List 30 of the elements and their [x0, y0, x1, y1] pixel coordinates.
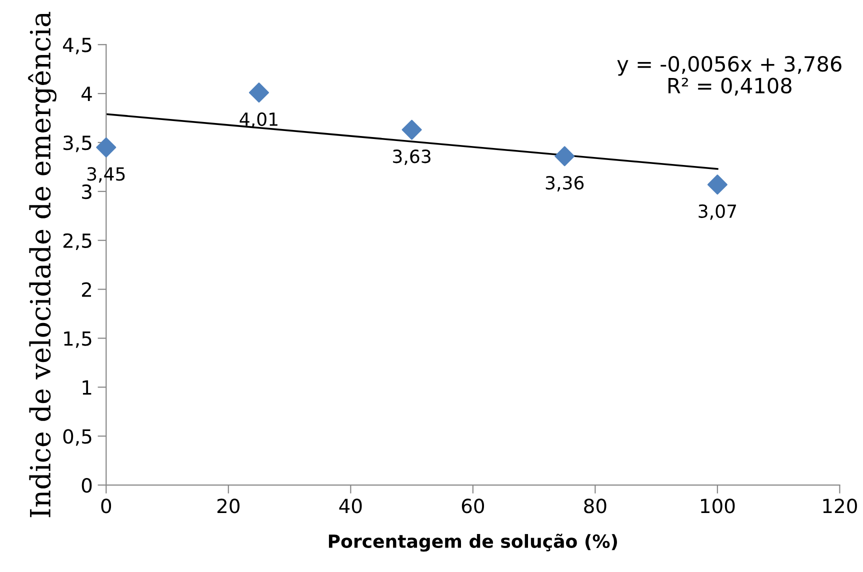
y-tick-label: 4 [82, 86, 92, 101]
point [402, 120, 422, 140]
y-tick-label: 1,5 [64, 331, 92, 348]
data-label: 3,45 [87, 167, 125, 183]
annotation: y = -0,0056x + 3,786 R² = 0,4108 [617, 56, 842, 96]
point [554, 146, 575, 166]
x-tick-label: 40 [339, 498, 362, 514]
y-tick-label: 0 [82, 478, 92, 493]
y-axis-title: Indice de velocidade de emergência [28, 12, 56, 518]
point [96, 137, 116, 158]
point [707, 174, 728, 195]
y-tick-label: 0,5 [63, 429, 92, 446]
y-tick-label: 3 [82, 184, 92, 200]
x-tick-label: 20 [217, 498, 240, 514]
data-label: 3,63 [393, 150, 430, 166]
y-tick-label: 2 [82, 282, 92, 297]
x-tick-label: 60 [462, 498, 484, 514]
x-tick-label: 120 [823, 498, 857, 514]
x-tick-label: 0 [101, 498, 112, 514]
data-label: 3,07 [698, 204, 736, 220]
y-tick-label: 1 [82, 380, 92, 395]
data-label: 3,36 [546, 176, 584, 192]
x-tick-label: 100 [701, 498, 735, 514]
y-tick-label: 4,5 [62, 38, 92, 54]
y-tick-label: 2,5 [63, 233, 92, 250]
y-tick-label: 3,5 [64, 135, 92, 152]
point [248, 82, 269, 103]
x-tick-label: 80 [584, 498, 606, 514]
data-label: 4,01 [240, 112, 278, 128]
x-axis-title: Porcentagem de solução (%) [328, 534, 617, 552]
